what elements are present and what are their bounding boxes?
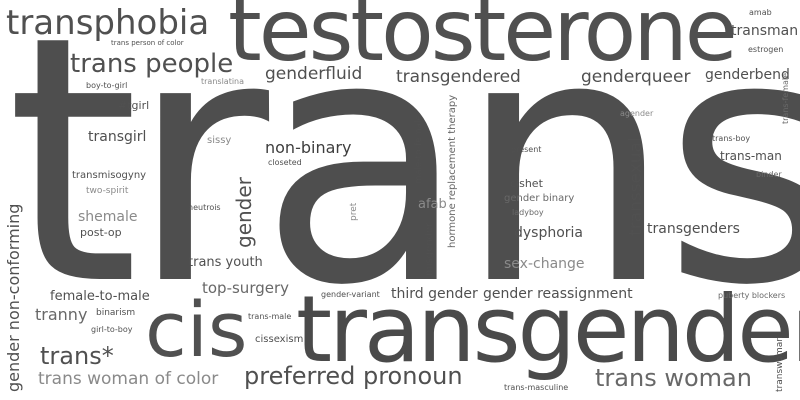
word-trans: trans <box>6 0 800 360</box>
word-tranny: tranny <box>35 305 88 324</box>
word-preferred-pronoun: preferred pronoun <box>244 362 463 390</box>
word-trans-masculine: trans-masculine <box>504 383 569 392</box>
word-binder: binder <box>756 170 782 179</box>
word-transgendered: transgendered <box>396 67 521 87</box>
word-trans-person-of-color: trans person of color <box>111 39 184 47</box>
word-neutrois: neutrois <box>188 203 221 212</box>
word-trans-woman-of-color: trans woman of color <box>38 369 219 389</box>
word-top-surgery: top-surgery <box>202 279 290 297</box>
word-genderbend: genderbend <box>705 67 790 83</box>
word-present: present <box>511 145 542 154</box>
word-ladyboy: ladyboy <box>512 208 544 217</box>
word-post-op: post-op <box>80 226 122 239</box>
word-trans-youth: trans youth <box>188 255 263 270</box>
word-trans-woman: trans woman <box>595 364 752 392</box>
word-transphobia: transphobia <box>6 3 210 43</box>
word-cishet: cishet <box>510 177 543 190</box>
word-girl-to-boy: girl-to-boy <box>91 325 133 334</box>
word-translatina: translatina <box>201 77 245 86</box>
word-sex-change: sex-change <box>504 256 585 272</box>
word-transgirl: transgirl <box>88 129 147 145</box>
word-transgenders: transgenders <box>647 221 740 237</box>
word-non-binary: non-binary <box>265 138 352 157</box>
word-gender: gender <box>232 177 256 248</box>
word-transsexual: transsexual <box>626 137 646 236</box>
word-binarism: binarism <box>96 308 136 318</box>
word-shemale: shemale <box>78 209 138 225</box>
word-closeted: closeted <box>268 158 302 167</box>
word-genderqueer: genderqueer <box>581 67 691 87</box>
word-misgender: misgender <box>424 222 435 276</box>
word-genderfluid: genderfluid <box>265 64 363 84</box>
word-trans-boy: trans-boy <box>712 134 751 143</box>
word-agender: agender <box>620 109 654 118</box>
word-trans-female: trans-female <box>781 72 790 124</box>
word-gender-non-conforming: gender non-conforming <box>4 203 23 392</box>
word-cissexism: cissexism <box>255 334 304 345</box>
word-transman: transman <box>731 23 799 39</box>
word-transwoman: transwoman <box>775 336 785 392</box>
word-dysphoria: dysphoria <box>514 225 584 241</box>
word-estrogen: estrogen <box>748 45 784 54</box>
word-gender-variant: gender-variant <box>321 290 380 299</box>
word-sissy: sissy <box>207 135 232 146</box>
word-male-to-female: male-to-female <box>414 114 424 184</box>
word-afab: afab <box>418 197 447 212</box>
word-trans-people: trans people <box>70 49 234 79</box>
word-gender-binary: gender binary <box>504 193 575 204</box>
word-trans-star: trans* <box>40 342 114 370</box>
word-tgirl: #tgirl <box>118 99 150 112</box>
word-third-gender: third gender <box>391 286 478 302</box>
word-testosterone: testosterone <box>228 0 738 81</box>
word-transgender: transgender <box>296 276 800 383</box>
word-trans-male: trans-male <box>248 312 292 321</box>
word-pret: pret <box>349 202 359 221</box>
word-boy-to-girl: boy-to-girl <box>86 81 128 90</box>
word-gender-reassignment: gender reassignment <box>483 286 633 302</box>
word-cis: cis <box>145 285 248 374</box>
word-puberty-blockers: puberty blockers <box>718 291 786 300</box>
word-transmisogyny: transmisogyny <box>72 170 147 181</box>
word-trans-man: trans-man <box>720 149 782 163</box>
word-amab: amab <box>749 8 772 17</box>
word-hormone-replacement-therapy: hormone replacement therapy <box>447 94 458 248</box>
word-two-spirit: two-spirit <box>86 186 129 196</box>
word-female-to-male: female-to-male <box>50 289 150 304</box>
